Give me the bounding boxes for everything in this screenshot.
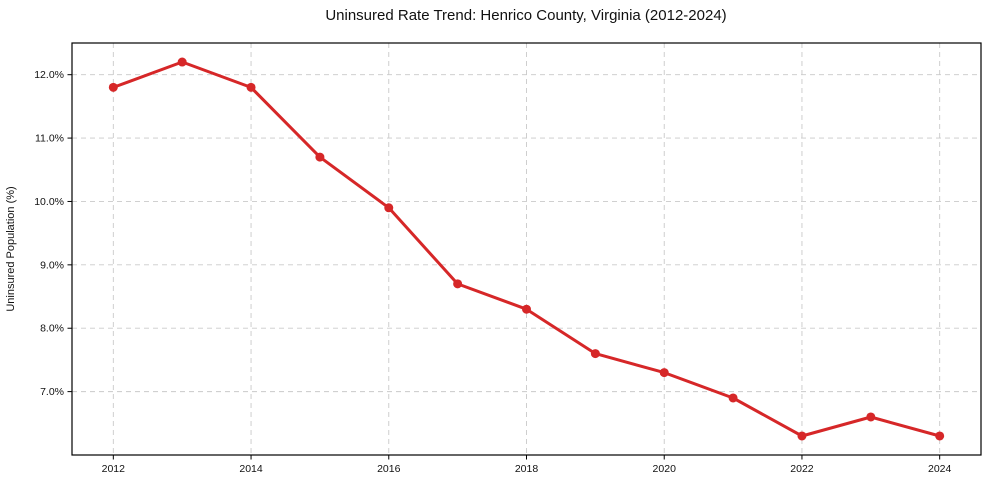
data-point-2015 bbox=[315, 152, 325, 162]
y-tick-label: 12.0% bbox=[34, 69, 64, 81]
x-tick-label: 2012 bbox=[102, 463, 126, 475]
x-tick-label: 2024 bbox=[928, 463, 952, 475]
x-tick-label: 2014 bbox=[239, 463, 263, 475]
grid-layer bbox=[72, 43, 981, 455]
data-point-2021 bbox=[728, 393, 738, 403]
data-point-2023 bbox=[866, 412, 876, 422]
y-tick-label: 8.0% bbox=[40, 323, 64, 335]
data-point-2017 bbox=[453, 279, 463, 289]
x-tick-label: 2016 bbox=[377, 463, 401, 475]
data-point-2018 bbox=[522, 304, 531, 314]
y-axis-label: Uninsured Population (%) bbox=[5, 186, 17, 311]
y-tick-label: 10.0% bbox=[34, 196, 64, 208]
data-point-2024 bbox=[935, 431, 945, 441]
data-point-2022 bbox=[797, 431, 807, 441]
chart-title: Uninsured Rate Trend: Henrico County, Vi… bbox=[325, 7, 726, 24]
data-point-2013 bbox=[177, 57, 187, 67]
y-tick-label: 11.0% bbox=[35, 133, 64, 145]
x-tick-label: 2022 bbox=[790, 463, 814, 475]
x-tick-label: 2020 bbox=[653, 463, 677, 475]
frame-layer bbox=[71, 42, 982, 456]
data-point-2014 bbox=[246, 82, 256, 92]
y-tick-label: 7.0% bbox=[40, 386, 64, 398]
tick-layer: 2012 2014 2016 2018 2020 2022 2024 7.0% 8.0% 9.0%… bbox=[34, 69, 951, 475]
data-point-2020 bbox=[659, 368, 669, 378]
data-point-2019 bbox=[590, 349, 600, 359]
data-point-2012 bbox=[108, 82, 118, 92]
data-point-2016 bbox=[384, 203, 394, 213]
x-tick-label: 2018 bbox=[515, 463, 539, 475]
plot-frame bbox=[71, 42, 982, 456]
y-tick-label: 9.0% bbox=[40, 259, 64, 271]
series-layer bbox=[108, 57, 945, 441]
